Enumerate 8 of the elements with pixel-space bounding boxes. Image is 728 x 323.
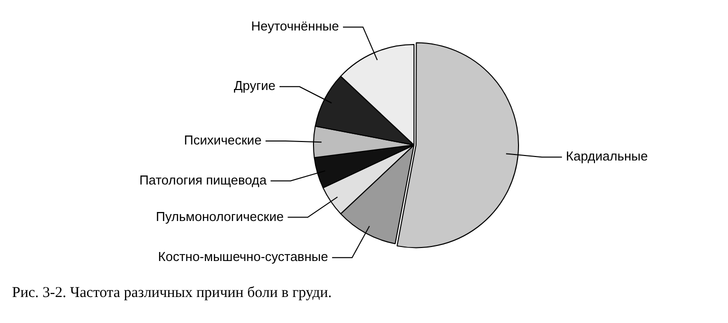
slice-label: Пульмонологические: [156, 208, 284, 224]
slice-label: Кардиальные: [566, 148, 648, 164]
slice-label: Неуточнённые: [251, 18, 339, 34]
slice-label: Патология пищевода: [139, 172, 268, 188]
slice-label: Костно-мышечно-суставные: [158, 249, 328, 264]
slice-label: Другие: [234, 78, 276, 94]
slice-label: Психические: [184, 132, 262, 148]
text: Рис. 3-2. Частота различных причин боли в груди.: [12, 285, 333, 302]
